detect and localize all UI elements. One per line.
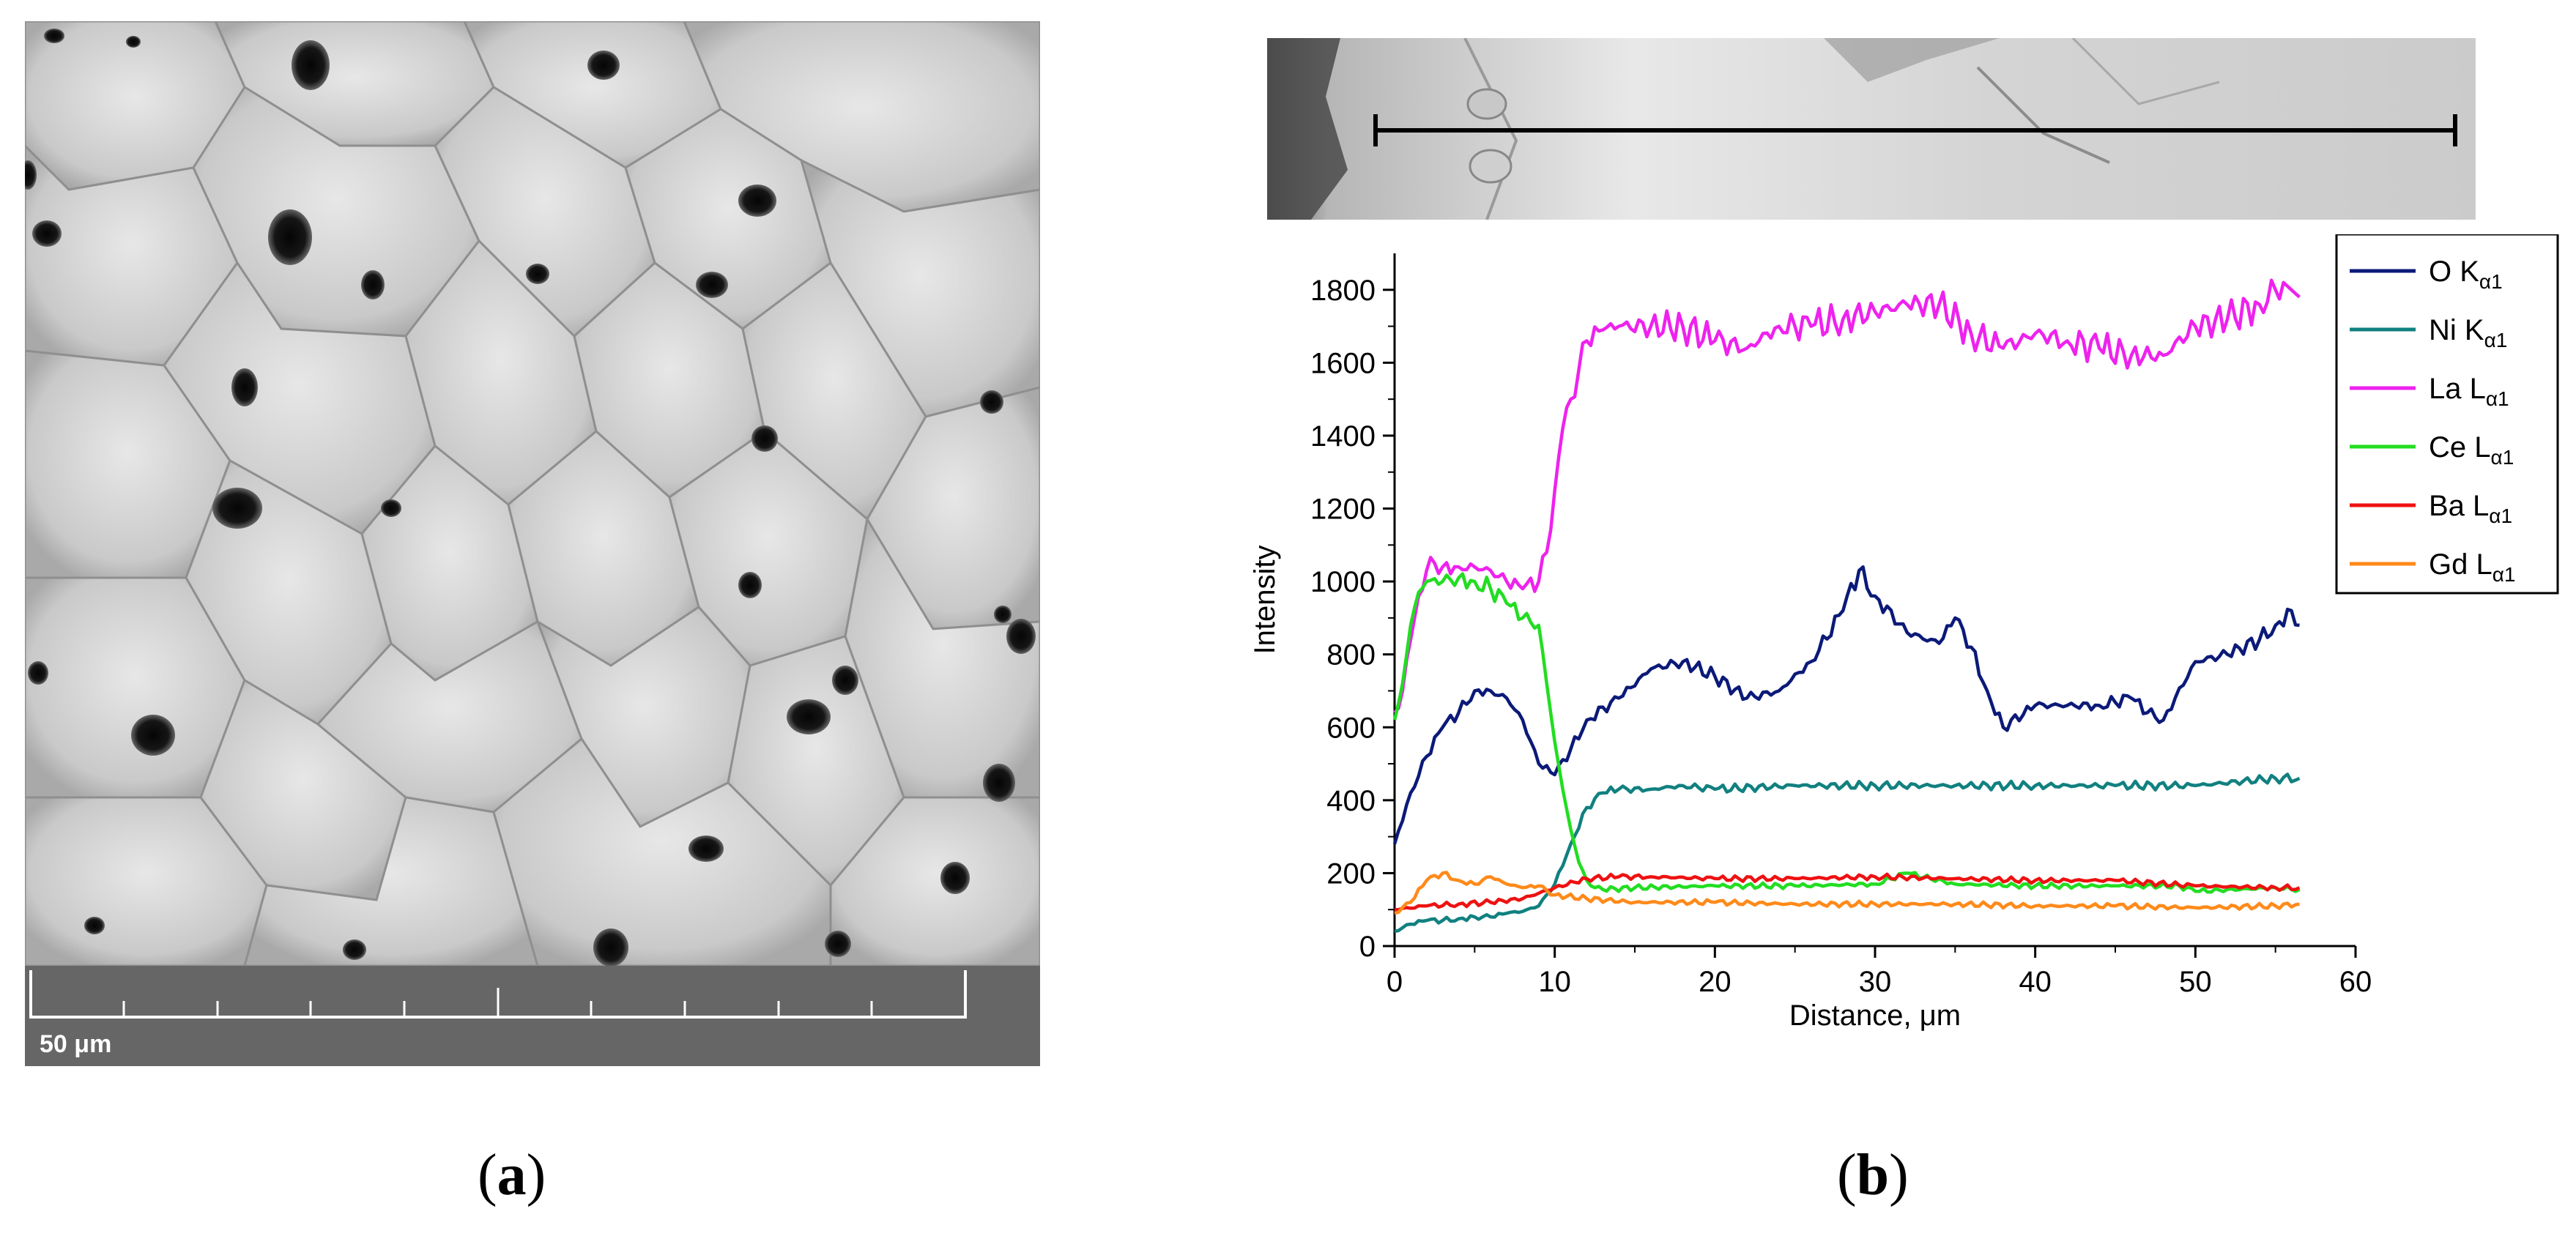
- series-line-o: [1392, 565, 2300, 845]
- legend-label-o: O Kα1: [2429, 256, 2503, 293]
- x-tick-label: 30: [1859, 966, 1892, 998]
- legend-label-gd: Gd Lα1: [2429, 548, 2515, 586]
- grain-network: [25, 21, 1040, 967]
- x-tick-label: 10: [1538, 966, 1571, 998]
- series-line-la: [1393, 278, 2301, 714]
- legend-frame: [2335, 234, 2559, 595]
- y-ticks: 0 200 400 600 800 1000 1200 1400 1600 1800: [1310, 275, 1395, 963]
- caption-b: (b): [1837, 1143, 1909, 1207]
- y-tick-label: 800: [1326, 639, 1376, 671]
- line-profile-chart: 0 200 400 600 800 1000 1200 1400 1600 1800 0 10 20 3…: [1249, 234, 2559, 1032]
- y-tick-label: 0: [1359, 931, 1376, 963]
- x-axis-label: Distance, μm: [1789, 1000, 1961, 1032]
- x-tick-label: 40: [2019, 966, 2052, 998]
- y-tick-label: 1000: [1310, 566, 1376, 598]
- legend-label-la: La Lα1: [2429, 373, 2509, 410]
- scale-bar-label: 50 μm: [40, 1030, 111, 1058]
- y-tick-label: 1200: [1310, 494, 1376, 526]
- series-line-gd: [1394, 871, 2300, 915]
- y-tick-label: 1800: [1310, 275, 1376, 307]
- scale-bar-strip: 50 μm: [25, 966, 1040, 1066]
- legend: O Kα1 Ni Kα1 La Lα1 Ce Lα1 Ba Lα1 Gd Lα1: [2335, 234, 2559, 595]
- pores: [25, 29, 1036, 967]
- series-lines: [1392, 278, 2301, 934]
- y-tick-label: 1400: [1310, 420, 1376, 453]
- legend-label-ni: Ni Kα1: [2429, 314, 2507, 351]
- linescan-line: [1373, 114, 2457, 146]
- series-line-ni: [1394, 773, 2301, 934]
- y-tick-label: 400: [1326, 785, 1376, 817]
- caption-a: (a): [478, 1143, 546, 1207]
- x-tick-label: 20: [1699, 966, 1731, 998]
- y-tick-label: 1600: [1310, 347, 1376, 379]
- y-tick-label: 200: [1326, 857, 1376, 890]
- linescan-image: [1267, 38, 2476, 220]
- x-tick-label: 60: [2339, 966, 2372, 998]
- plot-frame: [1395, 253, 2356, 946]
- legend-label-ce: Ce Lα1: [2429, 431, 2514, 469]
- series-line-ce: [1392, 572, 2301, 894]
- x-tick-label: 50: [2179, 966, 2212, 998]
- legend-label-ba: Ba Lα1: [2429, 490, 2512, 527]
- x-ticks: 0 10 20 30 40 50 60: [1387, 946, 2372, 998]
- y-tick-label: 600: [1326, 712, 1376, 744]
- y-axis-label: Intensity: [1249, 546, 1281, 655]
- sem-micrograph: 50 μm: [25, 21, 1040, 1066]
- x-tick-label: 0: [1387, 966, 1403, 998]
